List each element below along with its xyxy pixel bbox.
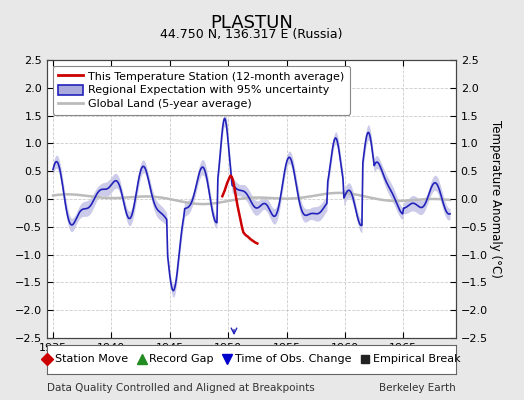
Legend: This Temperature Station (12-month average), Regional Expectation with 95% uncer: This Temperature Station (12-month avera… bbox=[53, 66, 350, 114]
Text: 44.750 N, 136.317 E (Russia): 44.750 N, 136.317 E (Russia) bbox=[160, 28, 343, 41]
Text: PLASTUN: PLASTUN bbox=[210, 14, 293, 32]
Text: Data Quality Controlled and Aligned at Breakpoints: Data Quality Controlled and Aligned at B… bbox=[47, 383, 315, 393]
Legend: Station Move, Record Gap, Time of Obs. Change, Empirical Break: Station Move, Record Gap, Time of Obs. C… bbox=[39, 351, 464, 368]
Y-axis label: Temperature Anomaly (°C): Temperature Anomaly (°C) bbox=[489, 120, 502, 278]
Text: Berkeley Earth: Berkeley Earth bbox=[379, 383, 456, 393]
